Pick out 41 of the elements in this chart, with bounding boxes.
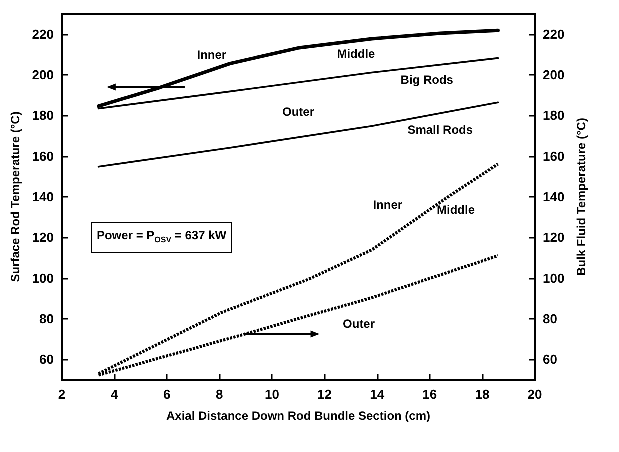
- y2-tick-label: 80: [543, 312, 558, 326]
- y-tick-label: 80: [40, 312, 54, 326]
- y-tick-label: 160: [32, 148, 54, 164]
- x-tick-label: 10: [264, 387, 280, 402]
- x-axis-title: Axial Distance Down Rod Bundle Section (cm): [166, 409, 431, 423]
- y2-tick-label: 180: [543, 108, 565, 124]
- annotation: Middle: [337, 46, 376, 61]
- y-tick-label: 200: [32, 68, 54, 82]
- y-tick-label: 220: [32, 26, 54, 42]
- x-tick-label: 2: [58, 387, 66, 402]
- line-series: [98, 102, 500, 168]
- annotation: Big Rods: [400, 72, 454, 86]
- y2-tick-label: 60: [543, 352, 558, 368]
- annotation: Power = P$_{OSV}$ = 637 kW: [90, 222, 233, 254]
- x-tick-label: 12: [318, 387, 332, 402]
- y2-tick-label: 120: [543, 230, 565, 246]
- x-tick-label: 20: [528, 387, 542, 402]
- y-tick-label: 140: [32, 190, 54, 204]
- y2-tick-label: 140: [543, 190, 565, 204]
- y-tick-label: 100: [32, 270, 54, 286]
- annotation: Middle: [437, 202, 475, 217]
- y-tick-label: 120: [32, 230, 54, 246]
- y-axis-title: Surface Rod Temperature (°C): [8, 112, 22, 282]
- x-tick-label: 18: [475, 387, 490, 402]
- x-tick-label: 14: [370, 387, 386, 402]
- y2-tick-label: 100: [543, 270, 565, 286]
- y2-tick-label: 160: [543, 148, 565, 164]
- y2-tick-label: 220: [543, 26, 565, 42]
- y-tick-label: 180: [32, 108, 54, 124]
- annotation: Outer: [282, 104, 315, 119]
- x-tick-label: 6: [163, 387, 171, 402]
- annotation: Outer: [343, 316, 376, 331]
- y2-axis-title: Bulk Fluid Temperature (°C): [574, 118, 589, 276]
- annotation: Inner: [373, 198, 403, 212]
- y2-tick-label: 200: [543, 68, 565, 82]
- annotation: Small Rods: [408, 123, 474, 138]
- x-tick-label: 16: [422, 387, 438, 402]
- y-tick-label: 60: [40, 352, 54, 368]
- x-tick-label: 4: [110, 387, 119, 402]
- annotation: Inner: [197, 48, 227, 62]
- x-tick-label: 8: [216, 387, 224, 402]
